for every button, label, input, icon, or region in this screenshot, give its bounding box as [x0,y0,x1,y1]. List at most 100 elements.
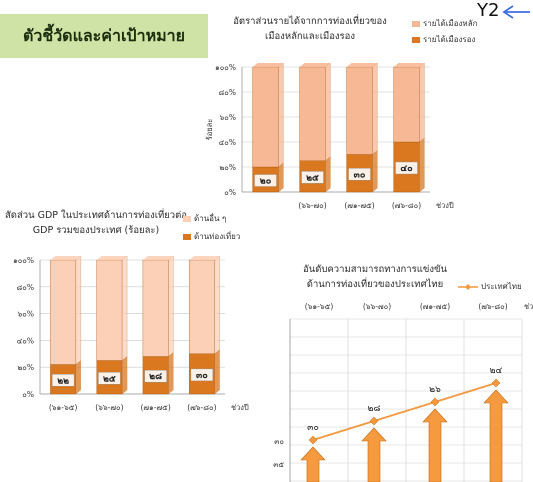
chart1-y-tick: ๖๐% [220,113,236,122]
chart2-data-label-box [98,372,121,385]
chart2-data-label: ๓๐ [196,371,208,381]
chart1-bar-top [393,63,425,67]
chart2-bar-top [142,256,174,260]
y2-label: Y2 [477,0,500,21]
chart1-bar-side [325,62,331,162]
chart3-arrow [300,446,326,482]
chart2-x-tick: (๗๖-๘๐) [187,403,216,412]
chart1-data-label-box [348,168,371,181]
chart1-bar-side [372,62,378,155]
chart2-y-tick: ๖๐% [18,310,34,319]
chart1-bar-upper [299,66,326,161]
chart2-x-tick: (๖๖-๗๐) [95,403,123,412]
chart3-legend-label: ประเทศไทย [481,282,522,291]
chart1-x-tick: (๗๖-๘๐) [392,201,421,210]
chart1-bar-side [419,62,425,143]
chart1-bar-side [278,62,284,168]
legend-swatch [183,215,191,222]
chart2-x-suffix: ช่วงปี [231,403,249,412]
chart1-bar-top [346,63,378,67]
chart2-bar-upper [188,259,215,355]
chart3-series-line [312,382,497,441]
chart1-y-tick: ๐% [224,188,236,197]
chart3-data-label: ๒๔ [490,366,503,376]
chart2-title: สัดส่วน GDP ในประเทศด้านการท่องเที่ยวต่อ… [0,208,196,238]
chart2-legend-tourism-label: ด้านท่องเที่ยว [194,232,241,241]
chart1-bar-top [299,63,331,67]
chart3-data-label: ๒๘ [368,404,381,414]
chart1-legend-main-label: รายได้เมืองหลัก [423,19,478,28]
chart3-title-line1: อันดับความสามารถทางการแข่งขัน [303,264,447,275]
chart1-title-line1: อัตราส่วนรายได้จากการท่องเที่ยวของ [233,16,387,27]
chart2-y-tick: ๘๐% [17,283,35,292]
chart1-legend-main: รายได้เมืองหลัก [412,17,477,30]
chart1-bar-side [325,156,331,193]
chart2-bar-side [214,255,220,355]
chart2-bar-side [214,349,220,395]
chart1-data-label: ๓๐ [354,170,366,180]
chart2-bar-side [168,255,174,357]
chart3-arrow [361,427,387,482]
chart2-legend-tourism: ด้านท่องเที่ยว [183,230,240,243]
chart3-legend: ประเทศไทย [458,280,522,293]
chart1-y-tick: ๒๐% [219,163,236,172]
chart2-bar-upper [50,259,77,365]
chart2-bar-top [96,256,128,260]
chart2-y-tick: ๔๐% [17,336,34,345]
chart2-bar-side [121,356,128,395]
chart3-data-label: ๒๖ [429,385,441,395]
chart2-bar-upper [96,259,123,361]
chart3-title-line2: ด้านการท่องเที่ยวของประเทศไทย [306,279,444,290]
chart3-x-tick: (๖๖-๗๐) [363,302,391,311]
chart1-data-label-box [395,161,418,175]
chart3-point [491,378,501,388]
chart2-y-tick: ๐% [22,390,34,399]
chart2-bar-side [75,255,81,365]
chart1-ylabel: ร้อยละ [205,119,214,141]
chart2-data-label: ๒๘ [149,372,162,382]
legend-swatch [183,233,191,240]
chart1-bar-upper [346,66,373,155]
arrow-left-icon [502,5,530,19]
chart2-bar-side [168,352,174,395]
chart1-y-tick: ๑๐๐% [215,63,236,72]
chart1-bar-upper [252,66,279,168]
chart1-legend-secondary-label: รายได้เมืองรอง [423,35,476,44]
chart1-bar-side [278,162,284,193]
chart3-arrow [483,389,509,482]
chart3-arrow [422,408,448,482]
chart2-data-label-box [51,374,75,387]
chart1-title: อัตราส่วนรายได้จากการท่องเที่ยวของ เมือง… [220,14,400,44]
chart2-legend-other-label: ด้านอื่น ๆ [194,214,227,223]
chart1-y-tick: ๔๐% [219,138,236,147]
chart1-bar-top [252,63,284,67]
chart2-data-label: ๒๕ [103,374,116,384]
chart2-bar-top [189,256,220,260]
chart1-data-label-box [254,174,277,187]
legend-line-marker [458,283,478,290]
chart1-bar-side [372,150,378,193]
page-title: ตัวชี้วัดและค่าเป้าหมาย [0,14,208,58]
chart2-svg: ๑๐๐% ๘๐% ๖๐% ๔๐% ๒๐% ๐% ๒๒ (๖๑-๖๕) ๒๕ (๖๖-๗๐) ๒๘ (๗… [13,255,249,412]
chart2-title-line2: GDP รวมของประเทศ (ร้อยละ) [32,225,160,236]
chart3-x-suffix: ช่ว [524,302,533,311]
chart2-data-label-box [144,370,167,383]
chart1-data-label-box [301,171,324,184]
chart2-data-label: ๒๒ [57,376,69,386]
chart3-x-tick: (๗๖-๘๐) [478,302,507,311]
chart3-point [430,397,440,407]
chart3-y-tick: ๓๐ [274,437,284,446]
chart1-data-label: ๒๐ [260,177,272,187]
chart2-legend-other: ด้านอื่น ๆ [183,212,226,225]
chart2-x-tick: (๗๑-๗๕) [140,403,170,412]
chart3-y-tick: ๓๕ [273,460,284,469]
chart2-data-label-box [190,368,214,382]
chart3-title: อันดับความสามารถทางการแข่งขัน ด้านการท่อ… [290,262,460,292]
chart2-y-tick: ๒๐% [17,363,34,372]
chart1-data-label: ๔๐ [400,164,413,174]
chart2-y-tick: ๑๐๐% [13,256,34,265]
chart3-data-label: ๓๐ [307,423,319,433]
chart2-title-line1: สัดส่วน GDP ในประเทศด้านการท่องเที่ยวต่อ [4,210,188,221]
chart1-legend-secondary: รายได้เมืองรอง [412,33,475,46]
